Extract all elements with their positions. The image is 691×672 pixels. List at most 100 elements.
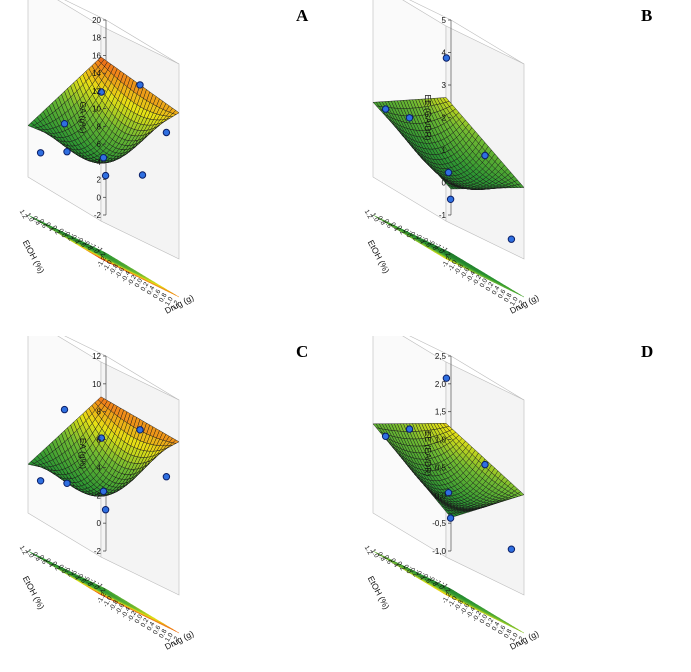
data-point	[99, 154, 108, 162]
data-point	[507, 545, 516, 553]
drug-tick-label: 0.4	[146, 285, 157, 297]
z-tick-label: 2,0	[435, 380, 447, 389]
etoh-tick-label: 0.4	[44, 221, 55, 233]
drug-tick-label: 0.8	[158, 292, 169, 304]
surface-plot-d: -1,0-0,50,00,51,01,52,02,5EE (EA/DR)1.21…	[363, 336, 540, 652]
z-tick-label: 4	[97, 158, 102, 167]
contour-cell	[442, 257, 450, 261]
data-point	[101, 506, 110, 514]
box-edge	[64, 0, 107, 21]
drug-tick-label: 0.0	[134, 277, 145, 289]
data-point	[162, 473, 171, 481]
data-point	[36, 149, 45, 157]
etoh-tick-label: -0.4	[69, 232, 81, 246]
z-tick-label: 4	[97, 463, 102, 472]
response-surface	[27, 56, 180, 164]
drug-tick-label: -1.0	[102, 259, 114, 273]
surface-cell	[172, 110, 180, 115]
z-tick-label: 10	[92, 380, 101, 389]
design-points	[36, 81, 171, 180]
data-point	[138, 171, 147, 179]
etoh-tick-label: -0.2	[62, 229, 74, 243]
data-point	[63, 148, 71, 156]
contour-floor	[27, 214, 180, 298]
drug-tick-label: 0.2	[140, 281, 151, 293]
drug-tick-label: -0.8	[108, 263, 120, 277]
z-tick-label: 12	[92, 352, 101, 361]
data-point	[60, 120, 69, 128]
etoh-tick-label: 0.2	[50, 224, 61, 236]
z-tick-label: 6	[97, 436, 102, 445]
etoh-axis-title: EtOH (%)	[21, 238, 47, 275]
z-tick-label: 1,5	[435, 408, 447, 417]
etoh-tick-label: 0.8	[31, 215, 42, 227]
response-surface	[372, 97, 525, 190]
etoh-tick-label: 0.6	[37, 218, 48, 230]
z-tick-label: 0,0	[435, 491, 447, 500]
panel-b: -1 0 1 2 3 4 5 EE (GA/DR) 1.2 1.0 0.8 0.6 0.4 0.2 0.0-…	[345, 0, 690, 336]
data-point	[405, 425, 414, 433]
data-point	[444, 168, 453, 177]
z-tick-label: 0	[442, 179, 447, 188]
data-point	[36, 477, 45, 485]
etoh-axis-title: EtOH (%)	[366, 238, 392, 275]
z-tick-label: 0	[97, 519, 102, 528]
etoh-tick-label: -1.0	[88, 242, 100, 256]
z-tick-label: 0,5	[435, 463, 447, 472]
etoh-axis-title: EtOH (%)	[366, 574, 392, 611]
z-tick-label: 14	[92, 69, 101, 78]
z-tick-label: 16	[92, 51, 101, 60]
drug-tick-label: -1.2	[96, 255, 108, 269]
drug-tick-label: 1.0	[164, 296, 175, 308]
data-point	[136, 426, 144, 434]
data-point	[99, 487, 108, 496]
z-tick-label: 3	[442, 81, 447, 90]
etoh-tick-label: -0.6	[75, 235, 87, 249]
panel-c: -2 0 2 4 6 8 10 12 EA (g%) 1.2 1.0 0.8 0.6 0.4 0.2 0.0-…	[0, 336, 345, 672]
drug-axis: -1.2-1.0-0.8-0.6-0.4-0.20.00.20.40.60.81…	[441, 255, 540, 316]
contour-floor	[372, 214, 525, 298]
drug-axis: -1.2-1.0-0.8-0.6-0.4-0.20.00.20.40.60.81…	[96, 591, 195, 652]
z-tick-label: 5	[442, 16, 447, 25]
data-point	[507, 235, 516, 243]
z-tick-label: 1	[442, 146, 447, 155]
drug-tick-label: -0.6	[114, 266, 126, 280]
etoh-tick-label: -1.2	[95, 245, 107, 259]
data-point	[481, 151, 489, 160]
drug-tick-label: -0.4	[120, 270, 132, 284]
z-tick-label: 0	[97, 193, 102, 202]
z-tick-label: -2	[94, 211, 102, 220]
panel-label: B	[641, 6, 653, 25]
drug-tick-label: 0.6	[152, 288, 163, 300]
z-tick-label: 4	[442, 49, 447, 58]
z-tick-label: 20	[92, 16, 101, 25]
z-tick-label: 6	[97, 140, 102, 149]
panel-d: -1,0 -0,5 0,0 0,5 1,0 1,5 2,0 2,5 EE (EA/DR) 1.2 1…	[345, 336, 690, 672]
drug-axis: -1.2-1.0-0.8-0.6-0.4-0.20.00.20.40.60.81…	[96, 255, 195, 316]
data-point	[97, 88, 106, 96]
z-tick-label: -2	[94, 547, 102, 556]
etoh-tick-label: -0.8	[82, 238, 94, 252]
data-point	[101, 171, 110, 180]
data-point	[481, 460, 489, 469]
data-point	[405, 114, 414, 122]
z-tick-label: -1,0	[432, 547, 446, 556]
data-point	[162, 128, 171, 137]
etoh-tick-label: 1.0	[24, 212, 35, 224]
etoh-tick-label: 1.2	[18, 209, 29, 221]
contour-cell	[97, 257, 105, 261]
etoh-axis-title: EtOH (%)	[21, 574, 47, 611]
z-tick-label: -0,5	[432, 519, 446, 528]
data-point	[136, 81, 144, 89]
box-edge	[450, 19, 525, 65]
z-tick-label: 1,0	[435, 436, 447, 445]
drug-tick-label: 1.2	[170, 299, 181, 311]
data-point	[446, 195, 455, 204]
box-edge	[105, 19, 180, 65]
panel-label: A	[296, 6, 309, 25]
z-axis-title: EE (GA/DR)	[423, 94, 433, 140]
z-tick-label: -1	[439, 211, 447, 220]
